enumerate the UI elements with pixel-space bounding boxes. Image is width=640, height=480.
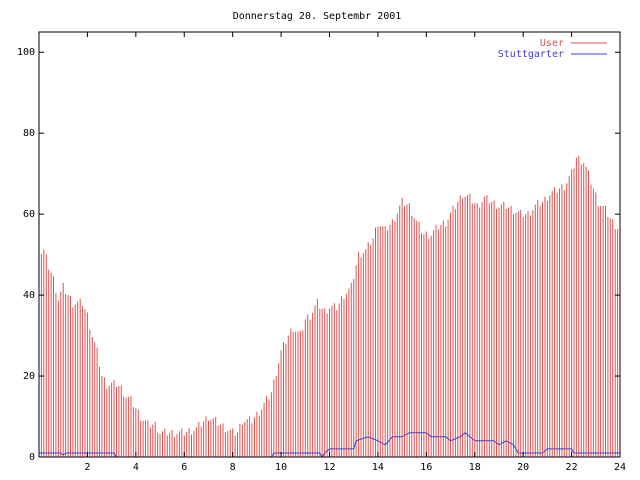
x-tick-label: 22 bbox=[566, 462, 578, 473]
y-tick-label: 0 bbox=[29, 452, 35, 463]
x-tick-label: 8 bbox=[230, 462, 236, 473]
x-tick-label: 2 bbox=[84, 462, 90, 473]
x-tick-label: 18 bbox=[469, 462, 481, 473]
x-tick-label: 20 bbox=[517, 462, 529, 473]
stuttgarter-line bbox=[39, 432, 620, 458]
y-tick-label: 100 bbox=[17, 47, 35, 58]
x-tick-label: 10 bbox=[275, 462, 287, 473]
y-tick-label: 80 bbox=[23, 128, 35, 139]
chart-title: Donnerstag 20. Septembr 2001 bbox=[233, 11, 402, 22]
legend: User Stuttgarter bbox=[498, 38, 607, 60]
x-tick-label: 4 bbox=[133, 462, 139, 473]
y-tick-label: 20 bbox=[23, 371, 35, 382]
stuttgarter-series bbox=[39, 432, 620, 458]
legend-stuttgarter-label: Stuttgarter bbox=[498, 49, 564, 60]
x-tick-label: 6 bbox=[181, 462, 187, 473]
y-tick-label: 40 bbox=[23, 290, 35, 301]
x-tick-label: 12 bbox=[323, 462, 335, 473]
user-series-bars bbox=[38, 156, 621, 457]
x-tick-label: 14 bbox=[372, 462, 384, 473]
y-tick-label: 60 bbox=[23, 209, 35, 220]
x-tick-label: 24 bbox=[614, 462, 626, 473]
legend-user-label: User bbox=[540, 38, 564, 49]
x-tick-label: 16 bbox=[420, 462, 432, 473]
